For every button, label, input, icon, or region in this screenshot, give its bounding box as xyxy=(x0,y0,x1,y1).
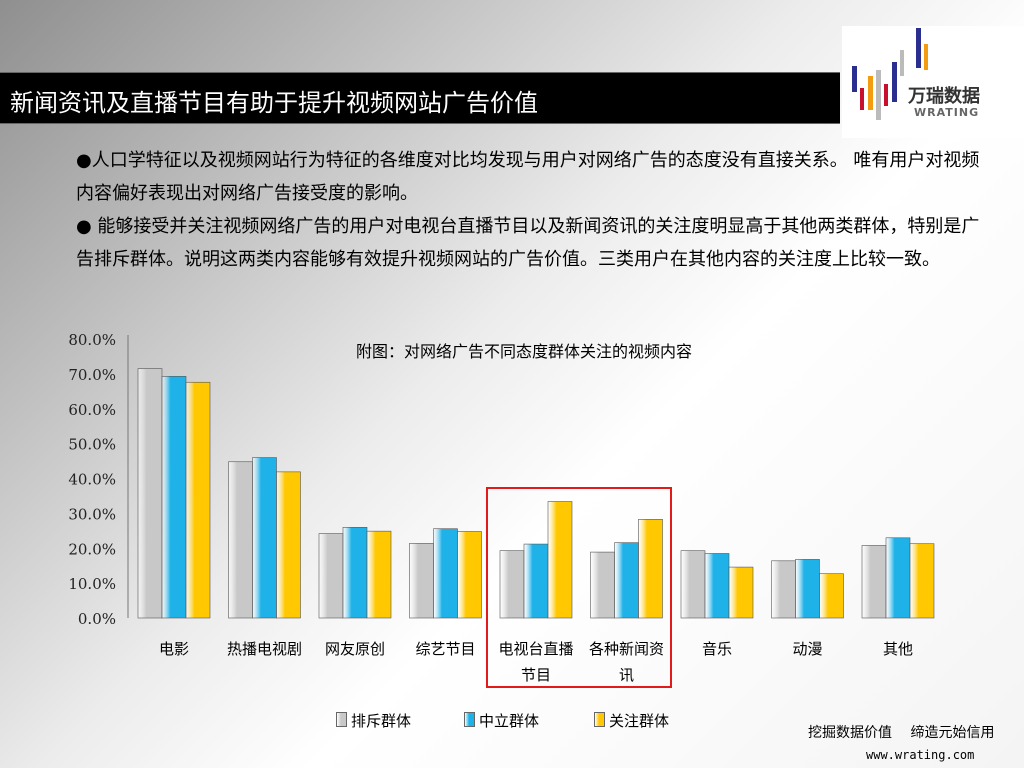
bar xyxy=(728,566,754,619)
y-tick-label: 50.0% xyxy=(68,436,116,454)
x-tick-label: 网友原创 xyxy=(325,640,385,658)
x-tick-label: 综艺节目 xyxy=(415,640,475,658)
y-tick-label: 80.0% xyxy=(68,331,116,349)
legend-label: 关注群体 xyxy=(609,712,670,730)
x-tick-label: 电影 xyxy=(159,640,189,658)
bar xyxy=(252,457,277,619)
title-bar: 新闻资讯及直播节目有助于提升视频网站广告价值 xyxy=(0,72,840,124)
bullet-point: ●人口学特征以及视频网站行为特征的各维度对比均发现与用户对网络广告的态度没有直接… xyxy=(76,150,980,204)
footer-slogan: 挖掘数据价值 缔造元始信用 xyxy=(808,725,995,741)
bar xyxy=(795,559,820,619)
y-tick-label: 60.0% xyxy=(68,401,116,419)
y-tick-label: 30.0% xyxy=(68,505,116,523)
y-tick-label: 20.0% xyxy=(68,540,116,558)
bar xyxy=(342,527,368,619)
legend-label: 中立群体 xyxy=(479,712,540,730)
legend-swatch xyxy=(336,712,347,727)
bar xyxy=(366,530,392,619)
bar xyxy=(638,519,663,619)
y-tick-label: 40.0% xyxy=(68,471,116,489)
x-tick-label: 其他 xyxy=(883,640,913,658)
x-tick-label: 各种新闻资讯 xyxy=(589,640,664,684)
bar xyxy=(523,543,549,619)
bar xyxy=(909,543,935,619)
bar-chart: 0.0% 10.0% 20.0% 30.0% 40.0% 50.0% 60.0% 70.0% 8… xyxy=(68,331,935,684)
highlight-box xyxy=(486,487,672,688)
bar xyxy=(228,461,253,619)
x-tick-label: 电视台直播节目 xyxy=(498,640,573,684)
logo-mark-icon xyxy=(852,28,928,120)
x-tick-label: 动漫 xyxy=(792,640,822,658)
bar xyxy=(409,543,434,619)
logo-text-cn: 万瑞数据 xyxy=(908,86,980,107)
bar xyxy=(704,553,730,619)
x-tick-label: 音乐 xyxy=(702,640,732,658)
bar xyxy=(885,537,911,619)
logo: 万瑞数据 WRATING xyxy=(842,26,1024,138)
bullet-list: ●人口学特征以及视频网站行为特征的各维度对比均发现与用户对网络广告的态度没有直接… xyxy=(76,144,996,276)
bar xyxy=(457,531,482,619)
bar xyxy=(161,376,187,619)
y-tick-label: 0.0% xyxy=(78,610,116,628)
logo-text-en: WRATING xyxy=(914,106,980,119)
legend-item: 中立群体 xyxy=(464,710,539,731)
bar xyxy=(819,573,844,619)
bar xyxy=(137,368,163,619)
x-tick-label: 热播电视剧 xyxy=(227,640,302,658)
bar xyxy=(276,471,301,619)
legend-swatch xyxy=(464,712,475,727)
footer-url: www.wrating.com xyxy=(866,748,975,762)
bar-group xyxy=(137,368,935,619)
bullet-point: ● 能够接受并关注视频网络广告的用户对电视台直播节目以及新闻资讯的关注度明显高于… xyxy=(76,216,980,270)
chart-title: 附图：对网络广告不同态度群体关注的视频内容 xyxy=(356,342,693,361)
y-axis: 0.0% 10.0% 20.0% 30.0% 40.0% 50.0% 60.0% 70.0% 8… xyxy=(68,331,129,628)
bar xyxy=(547,501,573,619)
bar xyxy=(433,528,458,619)
legend-swatch xyxy=(594,712,605,727)
bar xyxy=(771,560,796,619)
y-tick-label: 10.0% xyxy=(68,575,116,593)
bar xyxy=(185,381,211,619)
legend-label: 排斥群体 xyxy=(351,712,412,730)
legend-item: 关注群体 xyxy=(594,710,669,731)
bar xyxy=(680,550,706,619)
y-tick-label: 70.0% xyxy=(68,366,116,384)
page-title: 新闻资讯及直播节目有助于提升视频网站广告价值 xyxy=(10,89,538,117)
bar xyxy=(318,533,344,619)
legend-item: 排斥群体 xyxy=(336,710,411,731)
bar xyxy=(861,545,887,619)
